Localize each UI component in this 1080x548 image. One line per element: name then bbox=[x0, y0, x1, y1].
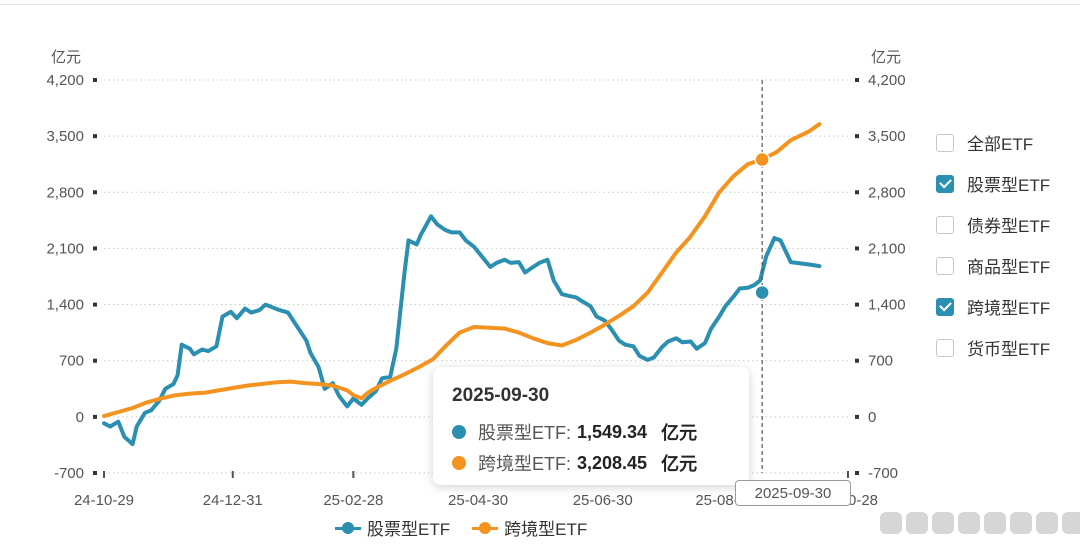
legend-label: 商品型ETF bbox=[967, 258, 1051, 277]
series-legend: 股票型ETF 跨境型ETF bbox=[335, 515, 609, 540]
y-tick-label-right: 2,800 bbox=[868, 184, 906, 201]
y-tick-mark-left bbox=[93, 414, 97, 419]
x-tick-label: 24-12-31 bbox=[203, 492, 263, 509]
watermark-block bbox=[880, 512, 902, 534]
y-tick-label-right: -700 bbox=[868, 465, 898, 482]
checkbox[interactable] bbox=[936, 297, 954, 316]
series-dot-swatch bbox=[479, 521, 492, 534]
tooltip-row-stock: 股票型ETF: 1,549.34 亿元 bbox=[452, 419, 697, 445]
y-tick-label-right: 700 bbox=[868, 353, 893, 370]
series-legend-label: 跨境型ETF bbox=[504, 520, 588, 539]
y-axis-unit-right: 亿元 bbox=[871, 49, 901, 66]
x-tick-label: 25-06-30 bbox=[573, 492, 633, 509]
y-axis-unit-left: 亿元 bbox=[51, 49, 81, 66]
series-symbol bbox=[472, 521, 499, 535]
legend-item-bond[interactable]: 债券型ETF bbox=[936, 204, 1050, 245]
checkbox[interactable] bbox=[936, 338, 954, 357]
tooltip-unit: 亿元 bbox=[661, 423, 698, 443]
x-tick-label: 25-04-30 bbox=[448, 492, 508, 509]
series-line-cross bbox=[102, 122, 822, 419]
y-tick-mark-right bbox=[855, 358, 859, 363]
y-tick-mark-right bbox=[855, 134, 859, 139]
watermark-block bbox=[1010, 512, 1032, 534]
top-divider bbox=[0, 4, 1080, 5]
legend-label: 股票型ETF bbox=[967, 176, 1051, 195]
tooltip-unit: 亿元 bbox=[661, 454, 698, 474]
watermark bbox=[880, 508, 1080, 538]
y-tick-label-left: -700 bbox=[54, 465, 84, 482]
legend-item-money[interactable]: 货币型ETF bbox=[936, 327, 1050, 368]
tooltip-value: 3,208.45 bbox=[577, 452, 648, 473]
y-tick-mark-left bbox=[93, 78, 97, 82]
cursor-point bbox=[754, 284, 770, 301]
x-tick-label: 25-02-28 bbox=[323, 492, 383, 509]
y-tick-label-left: 3,500 bbox=[46, 128, 84, 145]
series-dot-swatch bbox=[342, 521, 354, 534]
y-tick-label-left: 1,400 bbox=[46, 297, 84, 314]
y-tick-mark-left bbox=[93, 471, 97, 475]
y-tick-mark-right bbox=[855, 302, 859, 307]
category-legend: 全部ETF 股票型ETF 债券型ETF 商品型ETF 跨境型ETF 货币型ETF bbox=[936, 122, 1050, 368]
y-tick-mark-right bbox=[855, 246, 859, 251]
y-tick-label-left: 4,200 bbox=[46, 72, 84, 89]
y-tick-mark-right bbox=[855, 190, 859, 195]
y-tick-label-left: 2,800 bbox=[46, 184, 84, 201]
watermark-block bbox=[1062, 512, 1080, 534]
y-tick-label-right: 2,100 bbox=[868, 240, 906, 257]
cursor-date-label: 2025-09-30 bbox=[735, 480, 851, 506]
y-tick-label-left: 700 bbox=[59, 353, 84, 370]
tooltip-row-cross: 跨境型ETF: 3,208.45 亿元 bbox=[452, 450, 697, 476]
y-tick-label-left: 2,100 bbox=[46, 240, 84, 257]
checkbox[interactable] bbox=[936, 215, 954, 234]
tooltip-dot bbox=[452, 456, 466, 470]
checkbox[interactable] bbox=[936, 174, 954, 193]
watermark-block bbox=[1036, 512, 1058, 534]
legend-item-cross-border[interactable]: 跨境型ETF bbox=[936, 286, 1050, 327]
hover-tooltip: 2025-09-30 股票型ETF: 1,549.34 亿元 跨境型ETF: 3… bbox=[433, 367, 749, 485]
cursor-point bbox=[754, 151, 770, 168]
legend-item-commodity[interactable]: 商品型ETF bbox=[936, 245, 1050, 286]
legend-item-stock[interactable]: 股票型ETF bbox=[936, 163, 1050, 204]
watermark-block bbox=[932, 512, 954, 534]
y-tick-mark-left bbox=[93, 302, 97, 307]
legend-label: 全部ETF bbox=[967, 135, 1034, 154]
tooltip-series-name: 跨境型ETF: bbox=[478, 454, 571, 474]
series-line-stock bbox=[102, 214, 822, 447]
tooltip-series-name: 股票型ETF: bbox=[478, 423, 571, 443]
checkbox[interactable] bbox=[936, 133, 954, 152]
y-tick-label-left: 0 bbox=[76, 409, 84, 426]
x-tick-label: 24-10-29 bbox=[74, 492, 134, 509]
tooltip-date: 2025-09-30 bbox=[452, 385, 550, 406]
y-tick-mark-right bbox=[855, 471, 859, 475]
legend-label: 跨境型ETF bbox=[967, 299, 1051, 318]
series-legend-cross[interactable]: 跨境型ETF bbox=[472, 515, 587, 540]
legend-label: 货币型ETF bbox=[967, 340, 1051, 359]
y-tick-mark-left bbox=[93, 358, 97, 363]
x-tick-mark bbox=[352, 471, 355, 478]
x-tick-mark bbox=[103, 471, 105, 478]
tooltip-dot bbox=[452, 425, 466, 439]
y-tick-label-right: 1,400 bbox=[868, 297, 906, 314]
series-legend-label: 股票型ETF bbox=[367, 520, 451, 539]
y-tick-label-right: 4,200 bbox=[868, 72, 906, 89]
series-symbol bbox=[335, 521, 361, 535]
tooltip-value: 1,549.34 bbox=[577, 421, 648, 442]
checkbox[interactable] bbox=[936, 256, 954, 275]
y-tick-mark-right bbox=[855, 414, 859, 419]
series-legend-stock[interactable]: 股票型ETF bbox=[335, 515, 450, 540]
watermark-block bbox=[906, 512, 928, 534]
legend-item-all[interactable]: 全部ETF bbox=[936, 122, 1050, 163]
y-tick-mark-left bbox=[93, 134, 97, 139]
y-tick-mark-right bbox=[855, 78, 859, 82]
x-tick-mark bbox=[847, 471, 849, 478]
y-tick-label-right: 0 bbox=[868, 409, 876, 426]
legend-label: 债券型ETF bbox=[967, 217, 1051, 236]
x-tick-mark bbox=[231, 471, 234, 478]
y-tick-mark-left bbox=[93, 246, 97, 251]
y-tick-label-right: 3,500 bbox=[868, 128, 906, 145]
y-tick-mark-left bbox=[93, 190, 97, 195]
watermark-block bbox=[958, 512, 980, 534]
watermark-block bbox=[984, 512, 1006, 534]
